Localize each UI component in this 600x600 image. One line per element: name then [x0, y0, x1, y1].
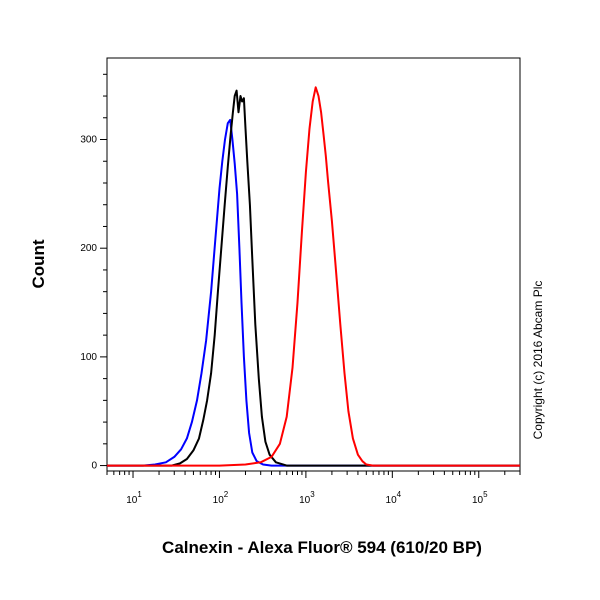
x-tick-label: 102	[213, 490, 229, 506]
y-axis: 0 100 200 300	[80, 73, 107, 472]
x-tick-label: 104	[386, 490, 402, 506]
x-tick-label: 103	[299, 490, 315, 506]
x-tick-label: 101	[126, 490, 142, 506]
series-line-3	[107, 86, 520, 467]
series-layer	[107, 86, 520, 467]
series-line-1	[107, 118, 520, 467]
y-tick-label: 100	[80, 352, 97, 363]
plot-frame	[106, 57, 521, 472]
x-axis: 101 102 103 104 105	[106, 471, 521, 506]
copyright-text: Copyright (c) 2016 Abcam Plc	[531, 281, 545, 440]
y-axis-title: Count	[29, 239, 48, 288]
y-tick-label: 200	[80, 243, 97, 254]
y-tick-label: 300	[80, 135, 97, 146]
x-tick-label: 105	[472, 490, 488, 506]
y-tick-label: 0	[91, 461, 97, 472]
x-axis-title: Calnexin - Alexa Fluor® 594 (610/20 BP)	[162, 538, 482, 557]
series-line-2	[107, 89, 520, 467]
